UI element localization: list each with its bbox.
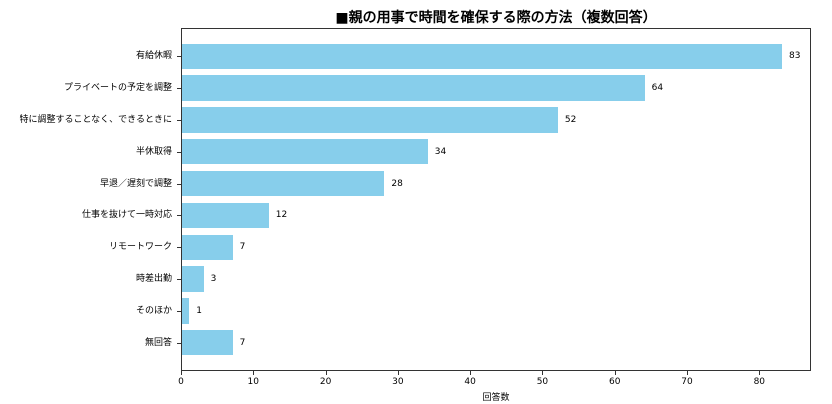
- bar-value-label: 7: [239, 337, 246, 348]
- y-tick-mark: [177, 279, 181, 281]
- y-tick-mark: [177, 88, 181, 90]
- x-tick-label: 20: [319, 377, 332, 387]
- x-tick-label: 40: [464, 377, 476, 387]
- bar-value-label: 64: [651, 83, 664, 94]
- bar: [182, 107, 558, 133]
- y-tick-mark: [177, 247, 181, 249]
- bar-value-label: 83: [789, 51, 801, 62]
- y-tick-label: プライベートの予定を調整: [63, 83, 172, 94]
- y-tick-label: 半休取得: [135, 146, 172, 157]
- y-tick-mark: [177, 215, 181, 217]
- bar: [182, 266, 204, 292]
- x-tick-label: 70: [681, 377, 693, 387]
- bar-value-label: 3: [210, 274, 217, 285]
- bar: [182, 43, 782, 70]
- bar-value-label: 1: [196, 305, 202, 316]
- x-tick-label: 0: [178, 377, 184, 387]
- y-tick-label: 時差出勤: [135, 274, 172, 285]
- y-tick-mark: [177, 183, 181, 185]
- x-tick-label: 80: [753, 377, 766, 387]
- bar-value-label: 12: [275, 210, 288, 221]
- x-tick-mark: [253, 371, 255, 375]
- plot-area: 83 64 52 34 28 12 7 3 1 7: [181, 28, 811, 371]
- bar: [182, 298, 190, 324]
- y-tick-mark: [177, 310, 181, 312]
- bar-value-label: 28: [391, 178, 403, 189]
- x-axis-label: 回答数: [482, 393, 510, 403]
- x-tick-label: 60: [609, 377, 621, 387]
- bar-value-label: 52: [564, 114, 577, 125]
- x-tick-mark: [181, 371, 182, 375]
- bar-value-label: 7: [239, 242, 246, 253]
- x-tick-mark: [542, 371, 544, 375]
- y-tick-mark: [177, 342, 181, 344]
- y-tick-label: 無回答: [144, 337, 172, 348]
- y-tick-mark: [177, 56, 181, 58]
- bar: [182, 139, 428, 165]
- y-tick-label: 特に調整することなく、できるときに: [19, 114, 172, 125]
- x-tick-mark: [759, 371, 761, 375]
- bar: [182, 202, 269, 229]
- bar: [182, 75, 645, 101]
- x-tick-label: 30: [392, 377, 404, 387]
- bar: [182, 170, 385, 197]
- y-tick-label: 有給休暇: [135, 51, 172, 62]
- x-tick-mark: [470, 371, 472, 375]
- x-tick-label: 10: [247, 377, 259, 387]
- y-tick-label: 仕事を抜けて一時対応: [81, 210, 172, 221]
- y-tick-label: 早退／遅刻で調整: [99, 178, 172, 189]
- y-tick-mark: [177, 151, 181, 153]
- bar-value-label: 34: [434, 146, 447, 157]
- x-tick-mark: [687, 371, 689, 375]
- chart-title: ■親の用事で時間を確保する際の方法（複数回答）: [335, 10, 657, 26]
- y-tick-label: リモートワーク: [108, 242, 172, 253]
- x-tick-mark: [397, 371, 399, 375]
- x-tick-mark: [325, 371, 327, 375]
- bar: [182, 234, 233, 260]
- bar: [182, 329, 233, 356]
- y-tick-mark: [177, 119, 181, 121]
- y-tick-label: そのほか: [135, 305, 172, 316]
- x-tick-label: 50: [536, 377, 549, 387]
- x-tick-mark: [614, 371, 616, 375]
